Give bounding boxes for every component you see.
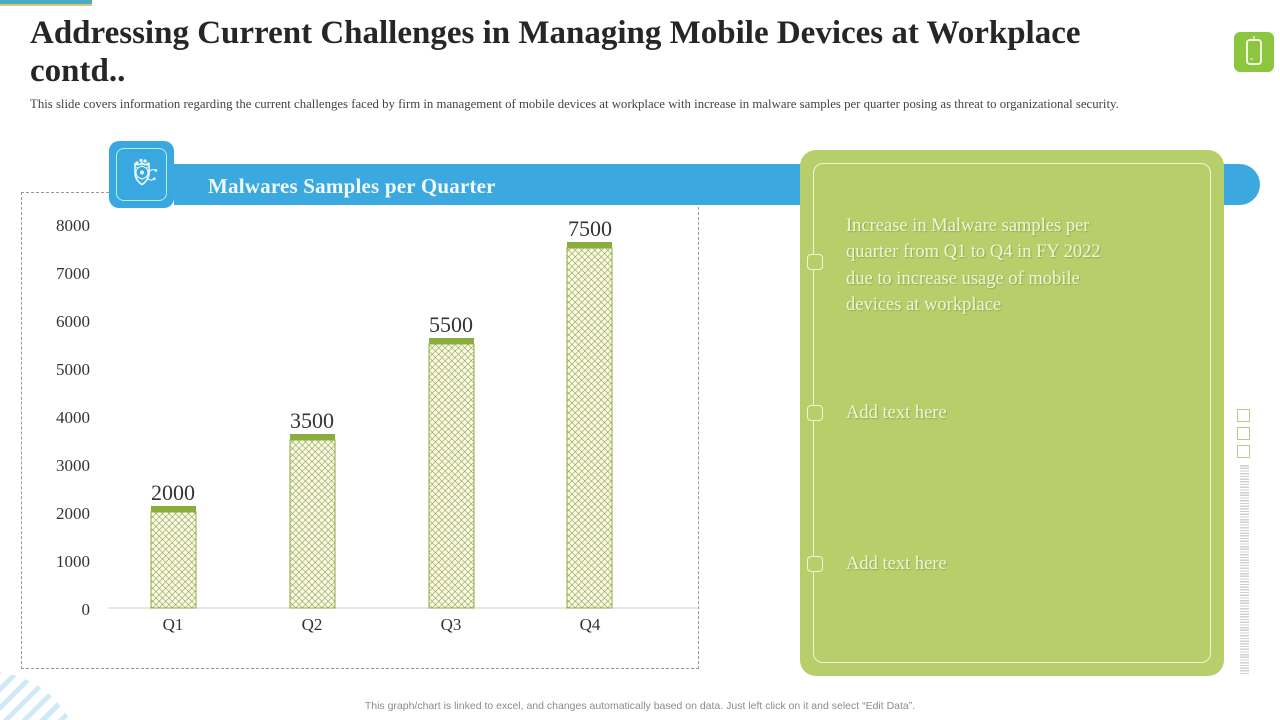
svg-text:6000: 6000 <box>56 312 90 331</box>
svg-text:4000: 4000 <box>56 408 90 427</box>
svg-text:5000: 5000 <box>56 360 90 379</box>
svg-text:2000: 2000 <box>151 480 195 505</box>
svg-text:7000: 7000 <box>56 264 90 283</box>
svg-text:Q2: Q2 <box>302 615 323 634</box>
svg-text:5500: 5500 <box>429 312 473 337</box>
svg-text:3500: 3500 <box>290 408 334 433</box>
svg-text:?: ? <box>1251 47 1257 58</box>
svg-text:Q1: Q1 <box>163 615 184 634</box>
svg-text:Q3: Q3 <box>441 615 462 634</box>
svg-text:7500: 7500 <box>568 216 612 241</box>
svg-text:3000: 3000 <box>56 456 90 475</box>
svg-text:8000: 8000 <box>56 216 90 235</box>
svg-text:Q4: Q4 <box>580 615 601 634</box>
svg-text:1000: 1000 <box>56 552 90 571</box>
svg-text:2000: 2000 <box>56 504 90 523</box>
svg-text:0: 0 <box>82 600 91 619</box>
